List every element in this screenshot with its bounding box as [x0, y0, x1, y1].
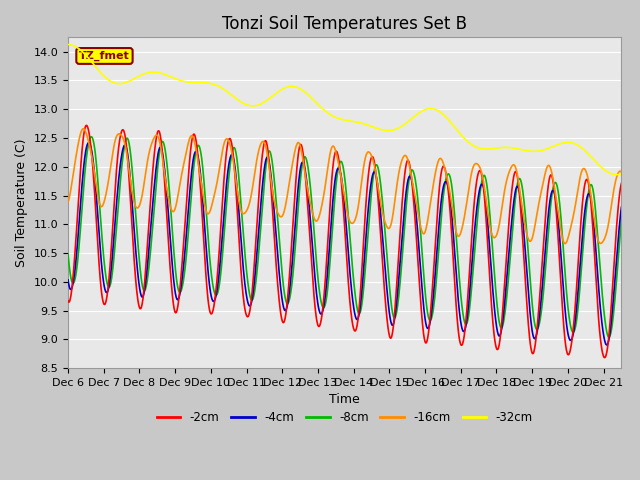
- Title: Tonzi Soil Temperatures Set B: Tonzi Soil Temperatures Set B: [222, 15, 467, 33]
- Text: TZ_fmet: TZ_fmet: [79, 51, 130, 61]
- X-axis label: Time: Time: [330, 394, 360, 407]
- Y-axis label: Soil Temperature (C): Soil Temperature (C): [15, 139, 28, 267]
- Legend: -2cm, -4cm, -8cm, -16cm, -32cm: -2cm, -4cm, -8cm, -16cm, -32cm: [152, 406, 538, 429]
